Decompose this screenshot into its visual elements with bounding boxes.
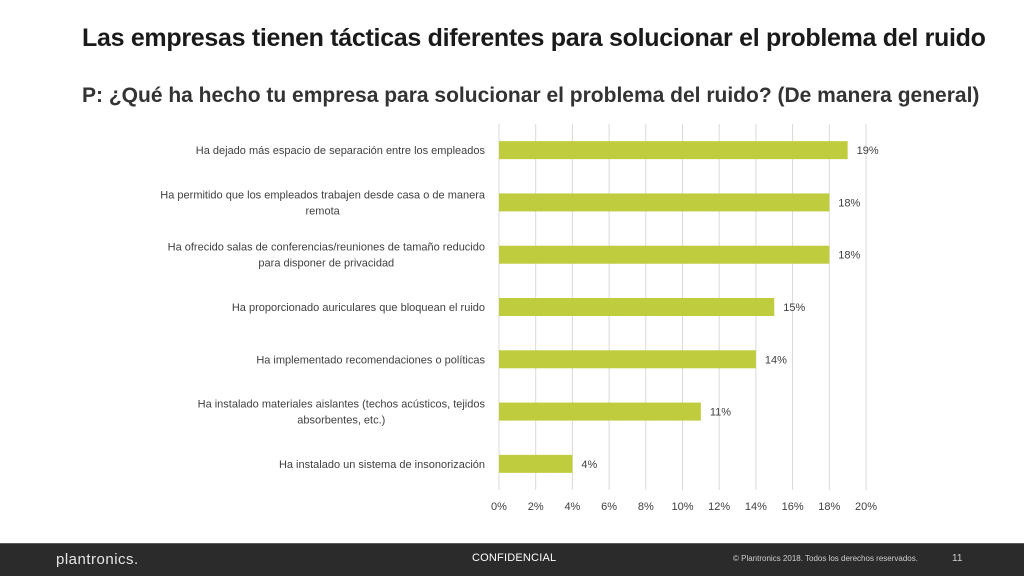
category-label-line: Ha implementado recomendaciones o políti… bbox=[256, 354, 485, 366]
category-label-line: remota bbox=[306, 205, 341, 217]
x-tick-label: 0% bbox=[491, 501, 507, 513]
value-label: 4% bbox=[581, 459, 597, 471]
logo-text: plantronics bbox=[56, 551, 135, 568]
bar bbox=[499, 245, 830, 264]
bar bbox=[499, 298, 775, 316]
value-label: 14% bbox=[765, 354, 787, 366]
bars bbox=[499, 141, 848, 473]
value-label: 18% bbox=[838, 250, 860, 262]
x-tick-label: 16% bbox=[782, 501, 804, 513]
value-label: 11% bbox=[710, 407, 731, 419]
x-tick-label: 12% bbox=[708, 501, 730, 513]
category-label: Ha instalado un sistema de insonorizació… bbox=[279, 459, 485, 471]
category-label: Ha dejado más espacio de separación entr… bbox=[196, 145, 486, 157]
copyright-text: © Plantronics 2018. Todos los derechos r… bbox=[733, 554, 918, 563]
value-label: 19% bbox=[857, 145, 879, 157]
slide-subtitle: P: ¿Qué ha hecho tu empresa para solucio… bbox=[82, 84, 980, 107]
category-label: Ha permitido que los empleados trabajen … bbox=[160, 189, 486, 217]
category-label-line: Ha proporcionado auriculares que bloquea… bbox=[232, 302, 485, 314]
category-label-line: Ha ofrecido salas de conferencias/reunio… bbox=[168, 242, 485, 254]
x-tick-label: 6% bbox=[601, 501, 617, 513]
bar bbox=[499, 402, 701, 421]
x-tick-label: 8% bbox=[638, 501, 654, 513]
category-label-line: Ha instalado un sistema de insonorizació… bbox=[279, 459, 485, 471]
x-tick-label: 4% bbox=[564, 501, 580, 513]
bar bbox=[499, 454, 573, 473]
bar-chart: Ha dejado más espacio de separación entr… bbox=[160, 124, 879, 513]
category-label-line: Ha dejado más espacio de separación entr… bbox=[196, 145, 486, 157]
category-labels: Ha dejado más espacio de separación entr… bbox=[160, 145, 486, 471]
category-label: Ha ofrecido salas de conferencias/reunio… bbox=[168, 242, 485, 270]
x-tick-label: 2% bbox=[528, 501, 544, 513]
plantronics-logo: plantronics. bbox=[56, 551, 139, 568]
category-label-line: Ha instalado materiales aislantes (techo… bbox=[198, 399, 486, 411]
category-label: Ha proporcionado auriculares que bloquea… bbox=[232, 302, 485, 314]
value-label: 18% bbox=[838, 197, 860, 209]
bar bbox=[499, 141, 848, 160]
x-tick-label: 18% bbox=[818, 501, 840, 513]
category-label-line: Ha permitido que los empleados trabajen … bbox=[160, 189, 486, 201]
x-tick-label: 20% bbox=[855, 501, 877, 513]
bar bbox=[499, 350, 756, 369]
x-tick-label: 10% bbox=[671, 501, 693, 513]
category-label-line: absorbentes, etc.) bbox=[297, 415, 385, 427]
logo-suffix: . bbox=[134, 551, 139, 568]
slide-title: Las empresas tienen tácticas diferentes … bbox=[82, 24, 986, 52]
x-tick-labels: 0% 2% 4% 6% 8% 10% 12% 14% 16% 18% 20% bbox=[491, 501, 877, 513]
category-label-line: para disponer de privacidad bbox=[258, 258, 394, 270]
footer-divider bbox=[0, 543, 1024, 544]
x-tick-label: 14% bbox=[745, 501, 767, 513]
value-labels: 19% 18% 18% 15% 14% 11% 4% bbox=[581, 145, 878, 471]
category-label: Ha instalado materiales aislantes (techo… bbox=[198, 399, 486, 427]
bar bbox=[499, 193, 830, 212]
category-label: Ha implementado recomendaciones o políti… bbox=[256, 354, 485, 366]
footer-bar: plantronics. CONFIDENCIAL © Plantronics … bbox=[0, 544, 1024, 576]
value-label: 15% bbox=[783, 302, 805, 314]
page-number: 11 bbox=[952, 553, 963, 564]
confidential-label: CONFIDENCIAL bbox=[472, 552, 557, 564]
